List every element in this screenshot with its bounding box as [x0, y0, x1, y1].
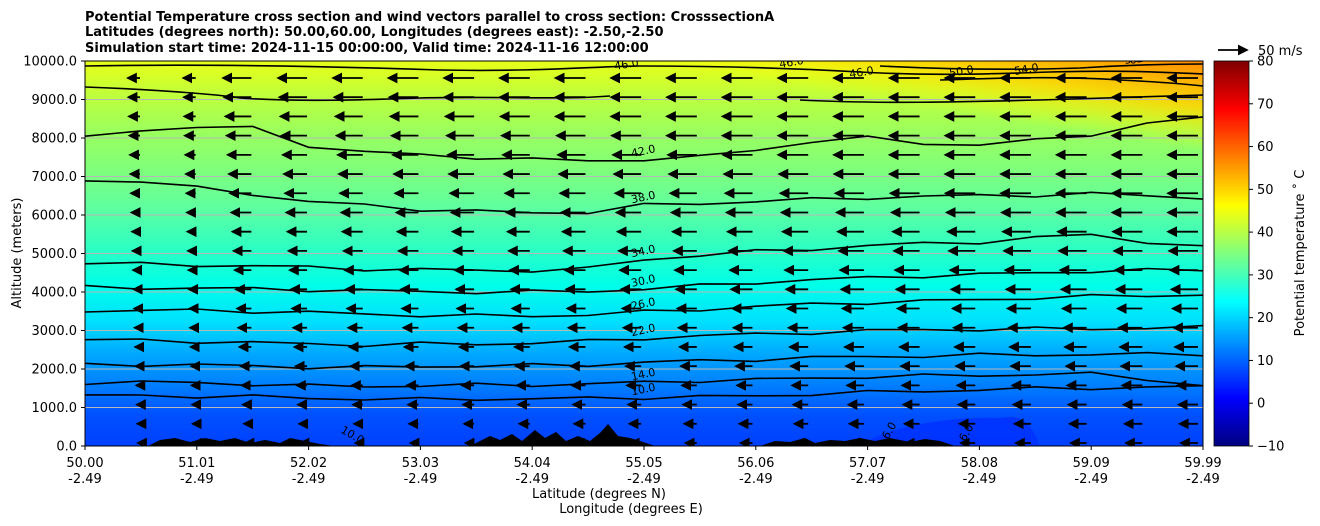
- colorbar-ticks: −10 0 10 20 30 40 50 60 70 80: [1249, 55, 1284, 455]
- contour-label: 46.0: [848, 64, 874, 81]
- x-tick-label-lon: -2.49: [627, 472, 661, 487]
- x-tick-label-lon: -2.49: [851, 472, 885, 487]
- contour-label: 50.0: [948, 63, 974, 80]
- colorbar-tick-label: 20: [1257, 311, 1274, 326]
- x-tick-label-lat: 50.00: [66, 456, 103, 471]
- contour-label: 14.0: [630, 366, 657, 384]
- y-axis-label: Altitude (meters): [10, 198, 25, 309]
- contour-label: 42.0: [630, 142, 657, 160]
- colorbar-tick-label: 60: [1257, 140, 1274, 155]
- colorbar-tick-label: 70: [1257, 97, 1274, 112]
- contour-label: 10.0: [630, 381, 657, 399]
- x-tick-label-lon: -2.49: [68, 472, 102, 487]
- y-tick-label: 10000.0: [23, 55, 77, 70]
- x-tick-label-lat: 58.08: [961, 456, 998, 471]
- x-tick-label-lat: 59.99: [1184, 456, 1221, 471]
- contour-line: [85, 371, 1203, 388]
- contour-label: 54.0: [1013, 61, 1039, 78]
- y-tick-label: 6000.0: [32, 209, 78, 224]
- contour-line: [799, 94, 1203, 104]
- contour-line: [939, 76, 1203, 87]
- x-tick-label-lat: 56.06: [737, 456, 774, 471]
- y-tick-label: 9000.0: [32, 93, 78, 108]
- contour-label: 46.0: [613, 56, 639, 73]
- contour-line: [85, 64, 641, 72]
- x-tick-label-lat: 54.04: [514, 456, 551, 471]
- colorbar-tick-label: 50: [1257, 183, 1274, 198]
- x-tick-label-lat: 55.05: [625, 456, 662, 471]
- chart-title-line-2: Latitudes (degrees north): 50.00,60.00, …: [85, 25, 664, 40]
- contour-label: 38.0: [630, 188, 657, 206]
- contours: [85, 63, 1203, 402]
- colorbar-tick-label: −10: [1257, 440, 1284, 455]
- x-axis-label-2: Longitude (degrees E): [559, 502, 703, 517]
- x-tick-label-lon: -2.49: [515, 472, 549, 487]
- contour-label: 22.0: [630, 321, 657, 339]
- contour-label: 26.0: [630, 295, 657, 313]
- contour-label: 46.0: [778, 54, 804, 71]
- chart-title-line-3: Simulation start time: 2024-11-15 00:00:…: [85, 41, 649, 56]
- y-tick-label: 2000.0: [32, 363, 78, 378]
- x-tick-label-lon: -2.49: [1186, 472, 1220, 487]
- colorbar-tick-label: 80: [1257, 55, 1274, 70]
- terrain: [148, 424, 955, 446]
- colorbar-label: Potential temperature ˚ C: [1292, 170, 1308, 337]
- x-tick-label-lon: -2.49: [292, 472, 326, 487]
- colorbar: [1213, 60, 1250, 447]
- contour-line: [85, 293, 1203, 318]
- x-tick-label-lon: -2.49: [739, 472, 773, 487]
- contour-line: [85, 116, 1203, 162]
- colorbar-tick-label: 10: [1257, 354, 1274, 369]
- x-tick-label-lat: 53.03: [402, 456, 439, 471]
- plot-field: 10.014.0 22.0 26.0 30.0 34.0 38.0 42.0 46.0 46.0…: [85, 50, 1203, 446]
- x-tick-label-lat: 59.09: [1073, 456, 1110, 471]
- y-tick-label: 8000.0: [32, 132, 78, 147]
- x-tick-label-lat: 52.02: [290, 456, 327, 471]
- y-tick-label: 0.0: [56, 440, 77, 455]
- contour-label: 30.0: [630, 272, 657, 290]
- y-tick-label: 3000.0: [32, 324, 78, 339]
- x-tick-label-lon: -2.49: [1074, 472, 1108, 487]
- contour-line: [85, 180, 1203, 215]
- colorbar-tick-label: 0: [1257, 397, 1265, 412]
- contour-line: [879, 63, 1203, 71]
- contour-label: 54.0: [1123, 50, 1149, 67]
- x-tick-label-lon: -2.49: [180, 472, 214, 487]
- contour-line: [85, 233, 1203, 273]
- y-tick-label: 1000.0: [32, 401, 78, 416]
- x-tick-label-lon: -2.49: [404, 472, 438, 487]
- colorbar-tick-label: 30: [1257, 268, 1274, 283]
- quiver-key-label: 50 m/s: [1258, 44, 1303, 59]
- y-tick-label: 5000.0: [32, 247, 78, 262]
- contour-label: 34.0: [630, 242, 657, 260]
- warm-upper-region: [620, 61, 1203, 161]
- x-axis-label-1: Latitude (degrees N): [532, 487, 666, 502]
- chart-title-line-1: Potential Temperature cross section and …: [85, 10, 774, 25]
- colorbar-tick-label: 40: [1257, 226, 1274, 241]
- y-axis: 0.0 1000.0 2000.0 3000.0 4000.0 5000.0 6000.0 7…: [23, 55, 85, 455]
- y-tick-label: 4000.0: [32, 286, 78, 301]
- x-tick-label-lat: 51.01: [178, 456, 215, 471]
- x-axis: 50.00-2.4951.01-2.4952.02-2.4953.03-2.49…: [66, 446, 1222, 487]
- x-tick-label-lon: -2.49: [963, 472, 997, 487]
- y-tick-label: 7000.0: [32, 170, 78, 185]
- contour-line: [85, 267, 1203, 295]
- contour-label: 62.0: [1128, 50, 1154, 67]
- contour-line: [85, 351, 1203, 370]
- x-tick-label-lat: 57.07: [849, 456, 886, 471]
